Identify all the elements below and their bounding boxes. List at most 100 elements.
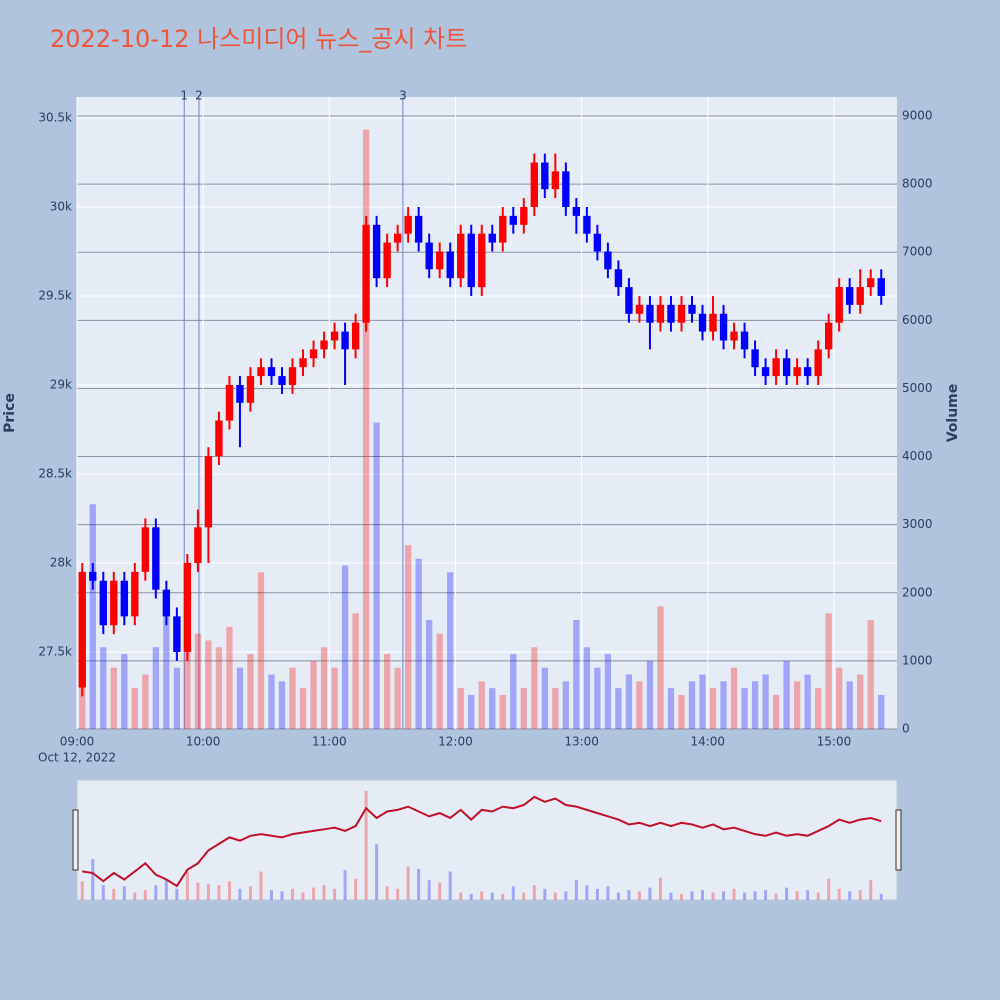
volume-bar (405, 545, 412, 729)
volume-bar (825, 613, 832, 729)
candle-body (761, 367, 770, 377)
volume-bar (383, 654, 391, 729)
volume-bar (730, 667, 738, 729)
volume-bar (688, 681, 696, 729)
volume-bar (110, 667, 117, 729)
candle-body (309, 349, 318, 359)
candle-body (267, 367, 276, 377)
mini-volume-bar (301, 892, 305, 900)
candle-body (499, 215, 507, 243)
mini-price-line (82, 795, 882, 888)
mini-volume-bar (606, 886, 610, 900)
candle-body (278, 376, 286, 385)
candle-body (299, 358, 307, 368)
x-sublabel: Oct 12, 2022 (38, 751, 116, 765)
candle-body (614, 269, 623, 288)
volume-bar (289, 667, 296, 729)
candle-body (520, 206, 528, 225)
volume-bar (426, 620, 433, 729)
candle-body (656, 304, 665, 323)
candle-body (572, 206, 581, 216)
mini-volume-bar (438, 882, 442, 900)
mini-volume-bar (658, 877, 662, 900)
candle-body (78, 571, 86, 688)
candle-body (478, 233, 486, 288)
candle-body (604, 251, 612, 270)
volume-bar (194, 633, 202, 729)
volume-bar (121, 654, 128, 729)
volume-bar (142, 674, 149, 729)
mini-volume-bar (637, 891, 641, 900)
y-tick-label: 28k (50, 555, 72, 569)
mini-volume-bar (259, 871, 263, 900)
mini-volume-bar (375, 844, 379, 900)
candle-body (257, 367, 265, 377)
volume-bar (562, 681, 569, 729)
mini-volume-bar (154, 885, 158, 900)
volume-bar (804, 674, 811, 729)
volume-bar (468, 694, 475, 729)
candle-body (383, 242, 391, 279)
mini-volume-bar (879, 893, 883, 900)
mini-volume-bar (753, 891, 757, 900)
candle-body (152, 527, 160, 590)
candle-body (320, 340, 328, 350)
volume-bar (299, 688, 307, 729)
mini-volume-bar (574, 880, 578, 900)
volume-bar (205, 640, 212, 729)
mini-volume-bar (185, 871, 189, 900)
mini-volume-bar (764, 890, 768, 900)
mini-volume-bar (648, 887, 652, 900)
y2-tick-label: 4000 (902, 449, 933, 463)
candle-body (751, 349, 759, 368)
mini-volume-bar (459, 892, 463, 900)
volume-bar (583, 647, 591, 729)
candle-body (341, 331, 349, 350)
range-handle-right[interactable] (895, 809, 902, 871)
y-tick-label: 27.5k (38, 644, 72, 658)
candle-body (730, 331, 738, 341)
mini-volume-bar (206, 883, 210, 900)
mini-volume-bar (774, 893, 778, 900)
mini-volume-bar (679, 893, 683, 900)
candle-body (667, 304, 675, 323)
y2-tick-label: 1000 (902, 653, 933, 667)
mini-volume-bar (248, 886, 252, 900)
candle-body (404, 215, 412, 234)
mini-volume-bar (396, 888, 400, 900)
candle-body (877, 278, 885, 296)
volume-bar (604, 654, 612, 729)
candle-body (330, 331, 339, 341)
volume-bar (552, 688, 559, 729)
volume-bar (268, 674, 275, 729)
range-slider[interactable] (76, 779, 898, 901)
volume-bar (846, 681, 853, 729)
candle-body (646, 304, 654, 323)
volume-bar (625, 674, 633, 729)
mini-volume-bar (701, 890, 705, 900)
volume-bar (457, 688, 464, 729)
range-handle-left[interactable] (72, 809, 79, 871)
mini-volume-bar (616, 892, 620, 900)
x-tick-label: 12:00 (438, 735, 473, 749)
candle-body (541, 162, 549, 190)
candle-body (719, 313, 728, 341)
candle-body (393, 233, 402, 243)
candle-body (183, 562, 192, 652)
annotation-label: 2 (195, 89, 203, 103)
volume-bar (667, 688, 675, 729)
volume-bar (793, 681, 801, 729)
candle-body (162, 589, 171, 617)
volume-bar (215, 647, 223, 729)
mini-volume-bar (690, 891, 694, 900)
y2-axis-title: Volume (945, 384, 961, 443)
volume-bar (247, 654, 254, 729)
mini-volume-bar (101, 885, 105, 900)
volume-bar (657, 606, 664, 729)
candle-body (488, 233, 496, 243)
volume-bar (131, 688, 138, 729)
volume-bar (836, 667, 843, 729)
mini-volume-bar (827, 878, 831, 900)
volume-bar (751, 681, 759, 729)
